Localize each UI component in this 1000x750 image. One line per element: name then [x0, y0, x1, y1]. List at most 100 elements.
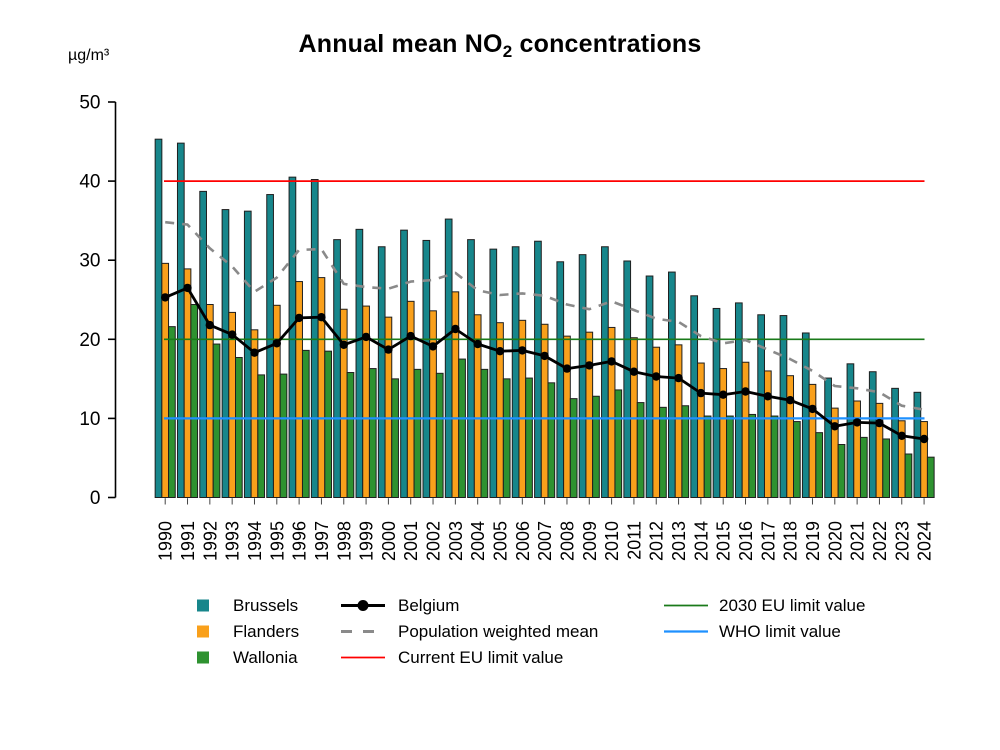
bar-brussels-2010 — [601, 246, 609, 498]
y-axis-tick-label-50: 50 — [79, 93, 100, 114]
point-belgium-2004 — [473, 339, 482, 349]
point-belgium-1993 — [228, 330, 237, 339]
bar-brussels-1994 — [243, 210, 252, 498]
point-belgium-2013 — [674, 373, 683, 383]
point-belgium-1997 — [317, 313, 326, 322]
bar-brussels-1996 — [288, 176, 297, 498]
y-axis-tick-label-20: 20 — [79, 330, 100, 351]
bar-brussels-2019 — [801, 332, 810, 498]
bar-brussels-1998 — [333, 239, 341, 498]
bar-brussels-2021 — [846, 363, 855, 498]
bar-brussels-2003 — [444, 218, 453, 498]
bar-flanders-2010 — [607, 326, 616, 498]
bar-flanders-1995 — [272, 304, 281, 499]
x-axis-year-label-2002: 2002 — [424, 521, 444, 561]
legend-label-population-weighted-mean: Population weighted mean — [398, 622, 599, 641]
bar-flanders-2012 — [652, 346, 661, 498]
point-belgium-2002 — [428, 342, 438, 351]
point-belgium-2001 — [406, 331, 415, 341]
point-belgium-2010 — [607, 357, 616, 366]
point-belgium-2018 — [786, 396, 795, 405]
point-belgium-2019 — [808, 404, 817, 414]
bar-flanders-2015 — [719, 368, 728, 498]
bar-flanders-2008 — [563, 335, 571, 499]
bar-flanders-2018 — [786, 375, 795, 498]
point-belgium-2009 — [585, 361, 594, 370]
bar-wallonia-1995 — [279, 373, 288, 499]
bar-wallonia-2024 — [926, 456, 935, 499]
bar-brussels-2016 — [734, 302, 743, 498]
bar-brussels-2000 — [377, 246, 386, 498]
point-belgium-2023 — [897, 431, 906, 440]
bar-wallonia-2001 — [413, 368, 422, 498]
point-belgium-1996 — [294, 313, 304, 323]
bar-brussels-2008 — [556, 261, 565, 498]
bar-brussels-2018 — [779, 315, 788, 498]
bar-brussels-1991 — [176, 142, 185, 498]
bar-flanders-2021 — [853, 400, 861, 498]
point-belgium-2016 — [741, 387, 750, 396]
x-axis-year-label-1997: 1997 — [312, 521, 332, 561]
bar-flanders-1991 — [183, 268, 192, 498]
bar-wallonia-2009 — [592, 395, 600, 498]
x-axis-year-label-1999: 1999 — [357, 521, 377, 561]
bar-flanders-2016 — [741, 361, 750, 498]
bar-brussels-2023 — [891, 387, 899, 498]
bar-flanders-2009 — [585, 331, 594, 498]
point-belgium-2024 — [919, 434, 929, 444]
point-belgium-2005 — [495, 347, 505, 356]
legend-label-2030-eu-limit: 2030 EU limit value — [719, 596, 866, 615]
bar-flanders-2020 — [830, 407, 839, 498]
bar-wallonia-2004 — [480, 368, 489, 498]
bar-brussels-2011 — [623, 260, 632, 498]
bar-wallonia-2013 — [681, 405, 690, 498]
x-axis-year-label-2017: 2017 — [758, 521, 778, 561]
point-belgium-2015 — [719, 390, 728, 399]
legend-label-wallonia: Wallonia — [233, 648, 298, 667]
point-belgium-1990 — [161, 293, 170, 302]
bar-wallonia-2007 — [547, 382, 556, 498]
bar-wallonia-1991 — [190, 304, 199, 498]
point-belgium-2012 — [652, 372, 661, 381]
chart-title-text: Annual mean NO — [298, 30, 503, 58]
x-axis-year-label-2023: 2023 — [892, 521, 912, 561]
bar-wallonia-2011 — [636, 402, 645, 498]
x-axis-year-label-2016: 2016 — [736, 521, 756, 561]
bar-wallonia-2023 — [904, 453, 913, 498]
x-axis-year-label-2008: 2008 — [557, 521, 577, 561]
point-belgium-2022 — [875, 418, 884, 428]
bar-brussels-1993 — [221, 209, 230, 499]
legend-label-belgium: Belgium — [398, 596, 460, 615]
bar-wallonia-2012 — [659, 406, 667, 498]
bar-brussels-1999 — [355, 228, 364, 498]
bar-flanders-2019 — [808, 383, 817, 499]
bar-wallonia-1998 — [346, 372, 355, 498]
legend-swatch-brussels — [197, 599, 209, 612]
bar-brussels-2005 — [489, 248, 498, 498]
x-axis-year-label-2020: 2020 — [825, 521, 845, 561]
bar-flanders-2017 — [763, 370, 772, 498]
bar-brussels-2006 — [511, 246, 520, 498]
x-axis-year-label-1990: 1990 — [156, 521, 176, 561]
bar-flanders-2003 — [451, 291, 460, 498]
bar-flanders-1992 — [205, 304, 214, 498]
bar-wallonia-1996 — [301, 349, 310, 498]
point-belgium-2008 — [562, 364, 572, 373]
x-axis-year-label-2000: 2000 — [379, 521, 399, 561]
y-axis-tick-label-30: 30 — [79, 251, 100, 272]
x-axis-year-label-1992: 1992 — [200, 521, 220, 561]
point-belgium-2000 — [384, 345, 393, 354]
x-axis-year-label-2014: 2014 — [691, 521, 711, 561]
y-axis-tick-label-0: 0 — [90, 488, 101, 509]
bar-wallonia-2002 — [435, 372, 444, 498]
point-belgium-1995 — [272, 339, 281, 348]
bar-wallonia-2016 — [748, 413, 757, 498]
chart-title: Annual mean NO2 concentrations — [0, 30, 1000, 62]
bar-wallonia-2015 — [726, 415, 734, 498]
point-belgium-1999 — [361, 332, 371, 342]
bar-flanders-2013 — [674, 344, 683, 498]
bar-wallonia-1990 — [168, 326, 176, 499]
bar-wallonia-2021 — [859, 436, 868, 499]
y-axis-tick-label-40: 40 — [79, 172, 100, 193]
